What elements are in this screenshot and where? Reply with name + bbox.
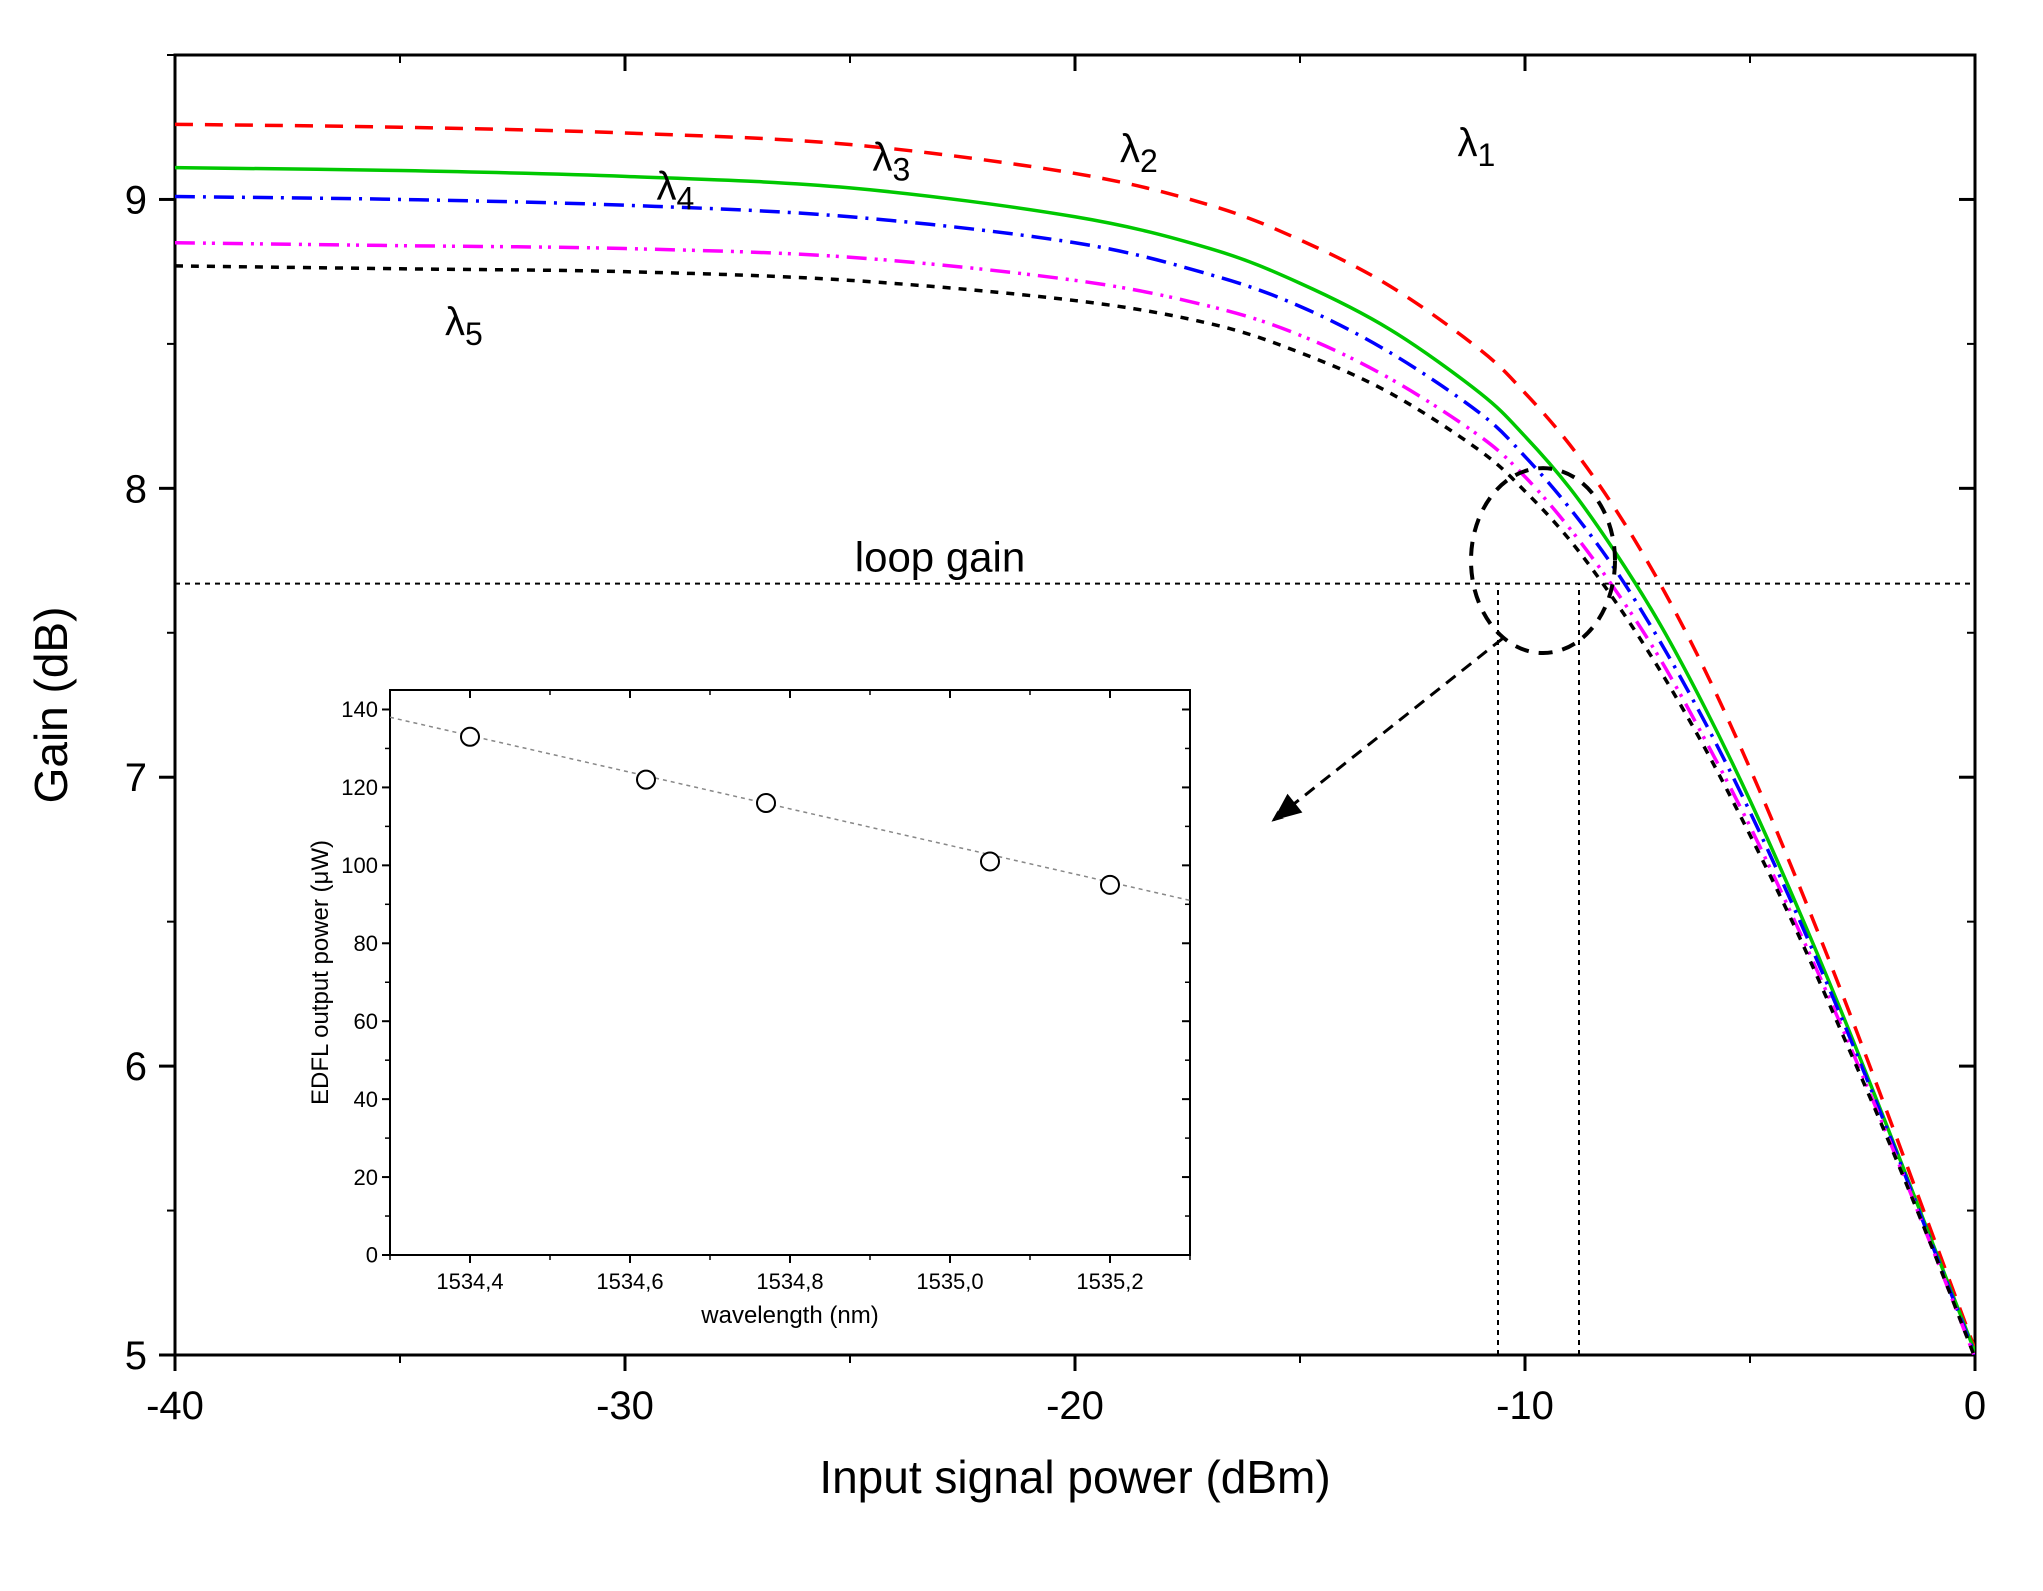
inset-xtick-label: 1535,2 [1076, 1269, 1143, 1294]
ytick-label: 8 [125, 467, 147, 511]
inset-xtick-label: 1535,0 [916, 1269, 983, 1294]
inset-xtick-label: 1534,6 [596, 1269, 663, 1294]
ytick-label: 7 [125, 756, 147, 800]
inset-ytick-label: 20 [354, 1165, 378, 1190]
xtick-label: -10 [1496, 1384, 1554, 1428]
inset-point-4 [1101, 876, 1119, 894]
ytick-label: 5 [125, 1334, 147, 1378]
xtick-label: -20 [1046, 1384, 1104, 1428]
inset-xtick-label: 1534,8 [756, 1269, 823, 1294]
xtick-label: 0 [1964, 1384, 1986, 1428]
chart-svg: -40 -30 -20 -10 0 5 6 7 8 9 Input signal power (dB… [0, 0, 2043, 1591]
inset-point-3 [981, 852, 999, 870]
inset-y-label: EDFL output power (μW) [307, 840, 334, 1105]
inset-frame [390, 690, 1190, 1255]
inset-point-1 [637, 771, 655, 789]
inset-ytick-label: 0 [366, 1243, 378, 1268]
ytick-label: 9 [125, 178, 147, 222]
inset-ytick-label: 120 [341, 775, 378, 800]
inset-ytick-label: 140 [341, 697, 378, 722]
ytick-label: 6 [125, 1045, 147, 1089]
y-axis-label: Gain (dB) [25, 607, 77, 804]
inset-x-label: wavelength (nm) [700, 1302, 878, 1329]
inset-point-0 [461, 728, 479, 746]
loop-gain-label: loop gain [855, 534, 1025, 581]
inset-point-2 [757, 794, 775, 812]
inset-ytick-label: 100 [341, 853, 378, 878]
xtick-label: -30 [596, 1384, 654, 1428]
xtick-label: -40 [146, 1384, 204, 1428]
inset-ytick-label: 80 [354, 931, 378, 956]
inset-ytick-label: 40 [354, 1087, 378, 1112]
x-axis-label: Input signal power (dBm) [819, 1451, 1330, 1503]
inset-xtick-label: 1534,4 [436, 1269, 503, 1294]
chart-container: -40 -30 -20 -10 0 5 6 7 8 9 Input signal power (dB… [0, 0, 2043, 1591]
inset-ytick-label: 60 [354, 1009, 378, 1034]
